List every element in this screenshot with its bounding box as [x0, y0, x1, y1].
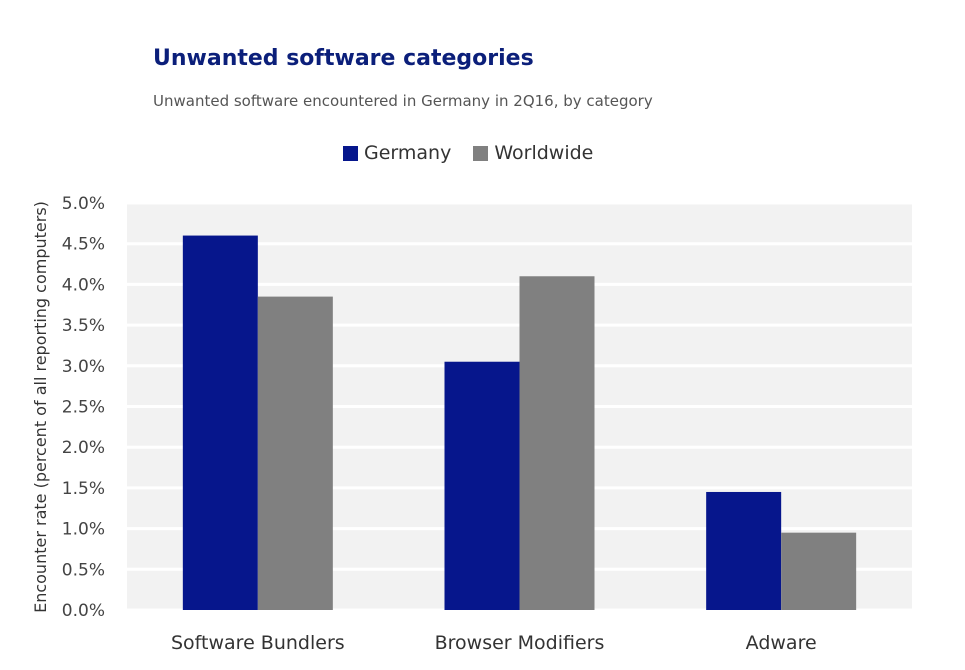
bar-germany-adware — [706, 491, 782, 610]
y-tick-label: 3.5% — [62, 316, 105, 336]
y-tick-label: 1.5% — [62, 479, 105, 499]
y-tick-label: 1.0% — [62, 520, 105, 540]
x-axis-ticks: Software Bundlers Browser Modifiers Adware — [171, 632, 817, 654]
legend-swatch-worldwide — [473, 145, 489, 161]
x-tick-label: Adware — [746, 632, 817, 654]
chart-legend: Germany Worldwide — [343, 142, 615, 164]
bars — [182, 235, 857, 610]
y-tick-label: 4.5% — [62, 235, 105, 255]
chart-subtitle: Unwanted software encountered in Germany… — [153, 92, 653, 110]
y-tick-label: 5.0% — [62, 194, 105, 214]
y-tick-label: 2.5% — [62, 398, 105, 418]
legend-swatch-germany — [343, 145, 358, 161]
legend-label-worldwide: Worldwide — [494, 142, 594, 164]
y-tick-label: 3.0% — [62, 357, 105, 377]
bar-worldwide-adware — [781, 532, 857, 610]
bar-worldwide-software-bundlers — [257, 296, 333, 610]
legend-label-germany: Germany — [364, 142, 452, 164]
bar-germany-software-bundlers — [182, 235, 258, 610]
y-tick-label: 0.5% — [62, 560, 105, 580]
legend-item-germany: Germany — [343, 142, 451, 164]
x-tick-label: Browser Modifiers — [435, 632, 605, 654]
chart-title: Unwanted software categories — [153, 46, 534, 71]
y-axis-label: Encounter rate (percent of all reporting… — [31, 201, 50, 613]
bar-worldwide-browser-modifiers — [519, 276, 595, 610]
x-tick-label: Software Bundlers — [171, 632, 345, 654]
bar-germany-browser-modifiers — [444, 361, 520, 610]
y-axis-ticks: 0.0% 0.5% 1.0% 1.5% 2.0% 2.5% 3.0% 3.5% 4.0% 4.5%… — [62, 194, 105, 621]
y-tick-label: 4.0% — [62, 275, 105, 295]
y-tick-label: 2.0% — [62, 438, 105, 458]
y-tick-label: 0.0% — [62, 601, 105, 621]
legend-item-worldwide: Worldwide — [473, 142, 593, 164]
